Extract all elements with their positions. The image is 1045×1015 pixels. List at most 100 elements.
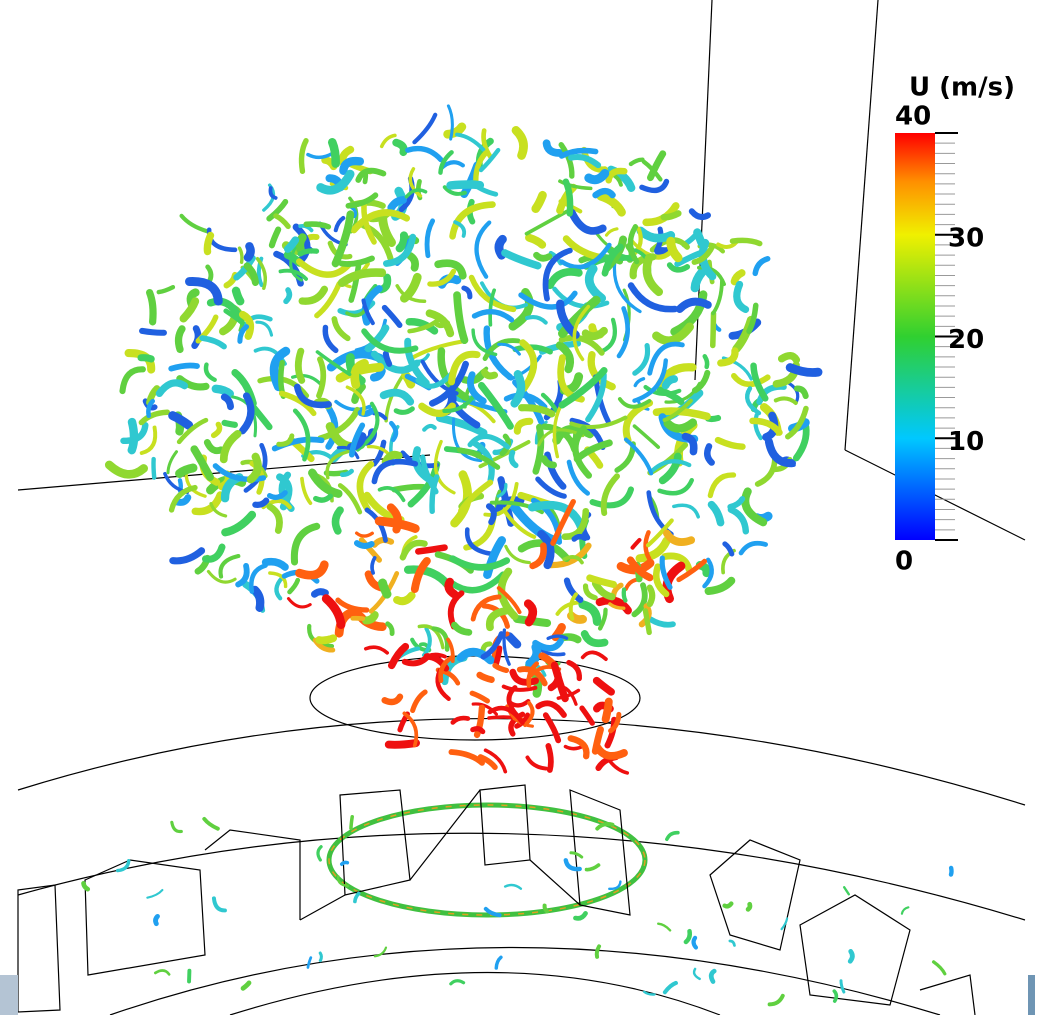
- vortex: [535, 641, 560, 648]
- vortex: [511, 452, 515, 465]
- vortex: [225, 515, 252, 532]
- vortex: [718, 440, 743, 447]
- vortex: [351, 817, 352, 829]
- vortex: [386, 354, 389, 364]
- vortex: [355, 893, 359, 901]
- vortex: [496, 957, 501, 968]
- vortex: [385, 697, 400, 702]
- vortex: [342, 273, 382, 283]
- vortex: [606, 702, 609, 720]
- vortex: [490, 290, 494, 325]
- vortex: [424, 629, 430, 655]
- vortex: [934, 962, 945, 974]
- vortex: [141, 358, 151, 359]
- vortex: [547, 455, 563, 487]
- vortex: [109, 465, 143, 474]
- vortex: [658, 924, 670, 931]
- vortex: [671, 241, 678, 258]
- vortex: [270, 493, 286, 498]
- vortex: [150, 293, 153, 322]
- vortex: [316, 496, 331, 500]
- vortex: [319, 638, 333, 640]
- vortex: [453, 718, 468, 722]
- vortex: [546, 715, 558, 740]
- vortex: [122, 369, 142, 391]
- vortex: [288, 599, 310, 607]
- vortex: [711, 971, 714, 981]
- vortex: [596, 191, 613, 195]
- vortex: [705, 356, 707, 367]
- vortex: [204, 819, 217, 829]
- vortex: [505, 253, 538, 266]
- vortex: [375, 948, 386, 957]
- vortex: [617, 444, 633, 470]
- vortex: [712, 505, 721, 523]
- vortex: [171, 365, 197, 368]
- vortex: [545, 906, 547, 912]
- vortex: [118, 861, 129, 871]
- vortex: [737, 284, 746, 309]
- vortex: [195, 495, 220, 512]
- vortex: [572, 213, 603, 231]
- vortex: [708, 581, 731, 591]
- vortex: [533, 546, 544, 566]
- vortex: [844, 887, 849, 894]
- vortex: [951, 868, 952, 875]
- vortex: [841, 981, 844, 992]
- vortex: [404, 277, 417, 298]
- vortex: [665, 983, 676, 992]
- vortex: [302, 289, 324, 301]
- vortex: [397, 596, 412, 602]
- vortex: [173, 416, 189, 426]
- vortex: [645, 611, 649, 633]
- vortex: [257, 322, 272, 335]
- vortex: [697, 232, 701, 242]
- vortex: [586, 586, 596, 598]
- vortex: [457, 135, 483, 150]
- vortex: [782, 356, 797, 360]
- vortex: [142, 331, 164, 333]
- vortex: [707, 446, 711, 462]
- vortex: [710, 475, 733, 496]
- vortex: [528, 604, 533, 622]
- vortex: [647, 258, 659, 292]
- vortex: [334, 319, 347, 338]
- vortex: [206, 365, 215, 380]
- vortex: [725, 904, 732, 907]
- vortex: [207, 235, 210, 251]
- vortex: [713, 313, 714, 345]
- vortex: [389, 743, 416, 745]
- panel-edge: [0, 975, 18, 1015]
- vortex: [410, 341, 462, 358]
- vortex: [529, 238, 542, 245]
- vortex: [607, 229, 617, 235]
- vortex: [224, 397, 230, 407]
- vortex: [159, 287, 173, 292]
- vortex: [601, 196, 622, 212]
- vortex: [597, 747, 624, 756]
- vortex: [566, 860, 580, 869]
- tick-label: 0: [895, 547, 913, 577]
- vortex: [248, 246, 251, 257]
- vortex: [451, 981, 464, 984]
- vortex: [319, 359, 323, 396]
- vortex: [155, 971, 169, 975]
- vortex: [589, 269, 602, 298]
- vortex: [202, 338, 224, 346]
- vortex: [745, 491, 763, 522]
- vortex: [650, 619, 673, 625]
- vortex: [635, 379, 643, 386]
- vortex: [358, 171, 383, 180]
- vortex: [484, 372, 494, 376]
- vortex: [902, 907, 908, 913]
- vortex: [400, 235, 405, 248]
- vortex: [472, 693, 487, 701]
- vortex: [379, 521, 415, 529]
- vortex: [597, 681, 612, 692]
- vortex: [666, 379, 675, 385]
- vortex: [302, 141, 306, 172]
- vortex: [286, 290, 289, 301]
- vortex: [374, 540, 391, 545]
- vortex: [474, 312, 511, 320]
- vortex: [547, 143, 560, 153]
